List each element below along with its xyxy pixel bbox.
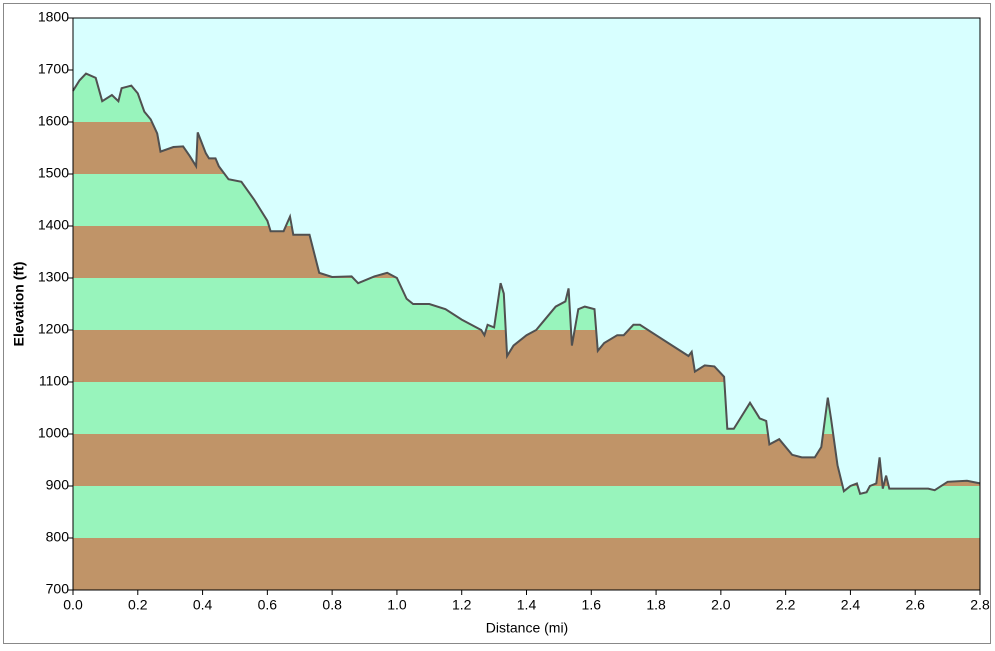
x-tick-label: 1.4 — [517, 597, 537, 613]
y-tick-label: 1100 — [39, 373, 69, 389]
y-tick-label: 1000 — [38, 425, 69, 441]
y-axis-label: Elevation (ft) — [11, 262, 27, 347]
y-tick-label: 1600 — [38, 113, 69, 129]
y-tick-label: 1700 — [38, 61, 69, 77]
x-tick-label: 1.2 — [452, 597, 472, 613]
x-tick-label: 2.8 — [970, 597, 990, 613]
x-tick-label: 0.6 — [258, 597, 278, 613]
y-tick-label: 800 — [46, 529, 70, 545]
y-tick-label: 1800 — [38, 9, 69, 25]
elevation-band — [73, 538, 980, 590]
elevation-band — [73, 434, 980, 486]
y-tick-label: 1400 — [38, 217, 69, 233]
y-tick-label: 1200 — [38, 321, 69, 337]
y-tick-label: 900 — [46, 477, 70, 493]
x-tick-label: 2.4 — [841, 597, 861, 613]
y-tick-label: 1300 — [38, 269, 69, 285]
x-tick-label: 1.6 — [582, 597, 602, 613]
x-tick-label: 0.4 — [193, 597, 213, 613]
y-tick-label: 1500 — [38, 165, 69, 181]
y-tick-label: 700 — [46, 581, 70, 597]
x-tick-label: 1.8 — [646, 597, 666, 613]
x-axis-label: Distance (mi) — [486, 620, 568, 636]
x-tick-label: 2.0 — [711, 597, 731, 613]
x-tick-label: 2.2 — [776, 597, 796, 613]
elevation-band — [73, 486, 980, 538]
x-tick-label: 0.0 — [63, 597, 83, 613]
x-tick-label: 1.0 — [387, 597, 407, 613]
x-tick-label: 2.6 — [905, 597, 925, 613]
elevation-line — [72, 72, 981, 495]
x-tick-label: 0.8 — [322, 597, 342, 613]
x-tick-label: 0.2 — [128, 597, 148, 613]
